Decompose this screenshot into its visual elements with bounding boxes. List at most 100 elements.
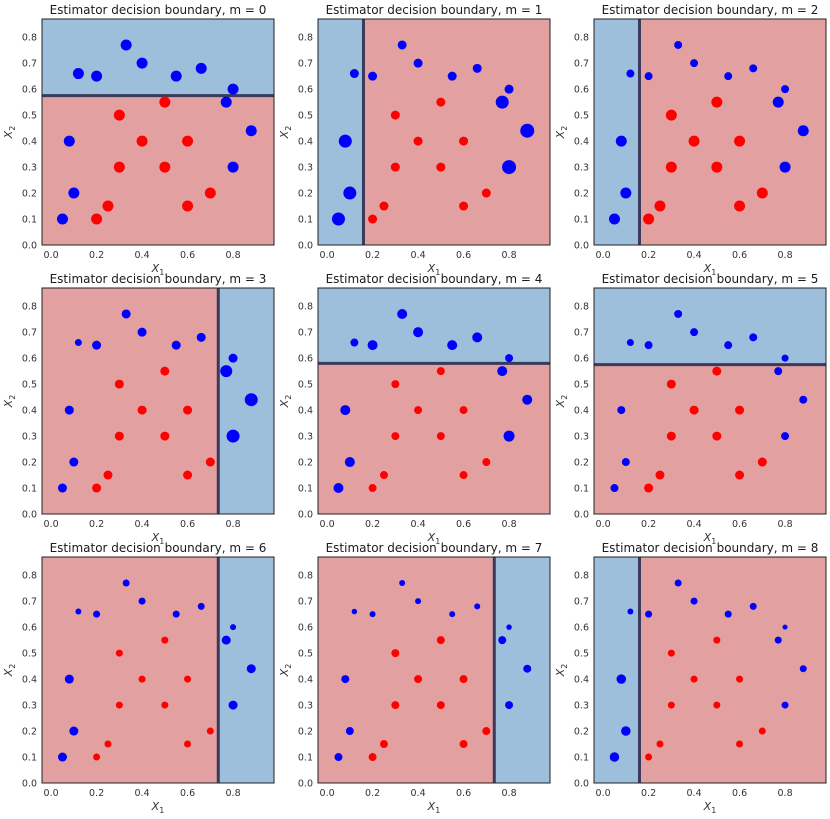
region-low: [42, 95, 274, 245]
subplot-1: 0.0 0.2 0.4 0.6 0.8 0.0 0.1 0.2 0.3 0.4 0.5 0.6 0.7 0…: [278, 3, 551, 277]
red-point: [689, 405, 699, 415]
blue-point: [121, 309, 131, 319]
blue-point: [69, 457, 79, 467]
blue-point: [136, 57, 148, 69]
subplot-3: 0.0 0.2 0.4 0.6 0.8 0.0 0.1 0.2 0.3 0.4 0.5 0.6 0.7 0…: [2, 272, 275, 546]
red-point: [459, 740, 468, 749]
axes-frame: [41, 287, 275, 515]
red-point: [654, 200, 666, 212]
blue-point: [230, 624, 237, 631]
blue-point: [609, 752, 620, 762]
y-tick-label: 0.5: [298, 649, 313, 660]
axes-frame: [593, 556, 827, 784]
red-point: [756, 187, 768, 199]
blue-point: [627, 608, 634, 615]
axes-frame: [317, 18, 551, 246]
red-point: [459, 201, 469, 211]
red-point: [666, 431, 676, 441]
red-point: [102, 200, 114, 212]
blue-point: [341, 675, 350, 684]
x-axis-label: X1: [427, 531, 441, 546]
blue-point: [220, 96, 232, 108]
x-tick-label: 0.4: [135, 788, 150, 799]
x-tick-label: 0.4: [135, 519, 150, 530]
blue-point: [196, 332, 206, 342]
red-point: [413, 136, 423, 146]
blue-point: [340, 405, 351, 416]
y-tick-label: 0.1: [22, 753, 37, 764]
region-high: [594, 288, 826, 365]
blue-point: [621, 726, 631, 736]
points: [609, 579, 807, 762]
blue-point: [799, 665, 807, 673]
blue-point: [502, 160, 517, 175]
y-tick-label: 0.1: [574, 215, 589, 226]
blue-point: [674, 579, 682, 587]
x-tick-label: 0.2: [89, 250, 104, 261]
x-axis-label: X1: [427, 262, 441, 277]
y-tick-label: 0.3: [298, 432, 313, 443]
x-tick-label: 0.0: [596, 250, 611, 261]
y-tick-label: 0.8: [22, 33, 37, 44]
x-tick-label: 0.0: [320, 788, 335, 799]
y-tick-label: 0.1: [574, 484, 589, 495]
red-point: [711, 161, 723, 173]
y-tick-label: 0.7: [574, 59, 589, 70]
blue-point: [413, 327, 424, 338]
x-tick-label: 0.4: [687, 250, 702, 261]
points: [56, 39, 257, 225]
red-point: [93, 753, 101, 761]
blue-point: [779, 161, 791, 173]
y-tick-label: 0.6: [574, 85, 589, 96]
red-point: [414, 675, 423, 684]
blue-point: [472, 63, 482, 73]
blue-point: [343, 186, 357, 200]
x-tick-label: 0.4: [411, 250, 426, 261]
blue-point: [504, 84, 514, 94]
blue-point: [397, 40, 407, 50]
red-point: [656, 740, 664, 748]
red-point: [161, 701, 169, 709]
x-tick-label: 0.8: [502, 250, 517, 261]
red-point: [643, 213, 655, 225]
y-axis-label: X2: [278, 126, 293, 140]
red-point: [115, 701, 123, 709]
red-point: [205, 457, 215, 467]
points: [333, 308, 533, 494]
red-point: [368, 484, 377, 493]
y-tick-label: 0.0: [22, 779, 37, 790]
red-point: [206, 727, 214, 735]
red-point: [734, 200, 746, 212]
blue-point: [137, 327, 147, 337]
blue-point: [122, 579, 130, 587]
red-point: [159, 161, 171, 173]
y-tick-label: 0.7: [22, 328, 37, 339]
blue-point: [799, 395, 808, 404]
y-tick-label: 0.1: [574, 753, 589, 764]
y-tick-label: 0.2: [22, 727, 37, 738]
red-point: [482, 727, 491, 736]
axes-frame: [317, 287, 551, 515]
red-point: [390, 110, 400, 120]
x-tick-label: 0.6: [732, 519, 747, 530]
blue-point: [345, 727, 354, 736]
y-tick-label: 0.5: [298, 380, 313, 391]
red-point: [391, 380, 400, 389]
blue-point: [498, 636, 507, 645]
region-high: [218, 557, 274, 783]
y-tick-label: 0.5: [22, 111, 37, 122]
y-tick-label: 0.3: [22, 432, 37, 443]
blue-point: [690, 597, 698, 605]
blue-point: [724, 72, 733, 81]
y-tick-label: 0.8: [298, 33, 313, 44]
blue-point: [610, 484, 619, 493]
y-axis-label: X2: [554, 395, 569, 409]
y-tick-label: 0.5: [574, 111, 589, 122]
red-point: [182, 200, 194, 212]
blue-point: [781, 85, 790, 94]
y-tick-label: 0.1: [22, 484, 37, 495]
y-tick-label: 0.0: [298, 779, 313, 790]
blue-point: [449, 611, 456, 618]
y-tick-label: 0.0: [298, 241, 313, 252]
y-tick-label: 0.0: [574, 779, 589, 790]
